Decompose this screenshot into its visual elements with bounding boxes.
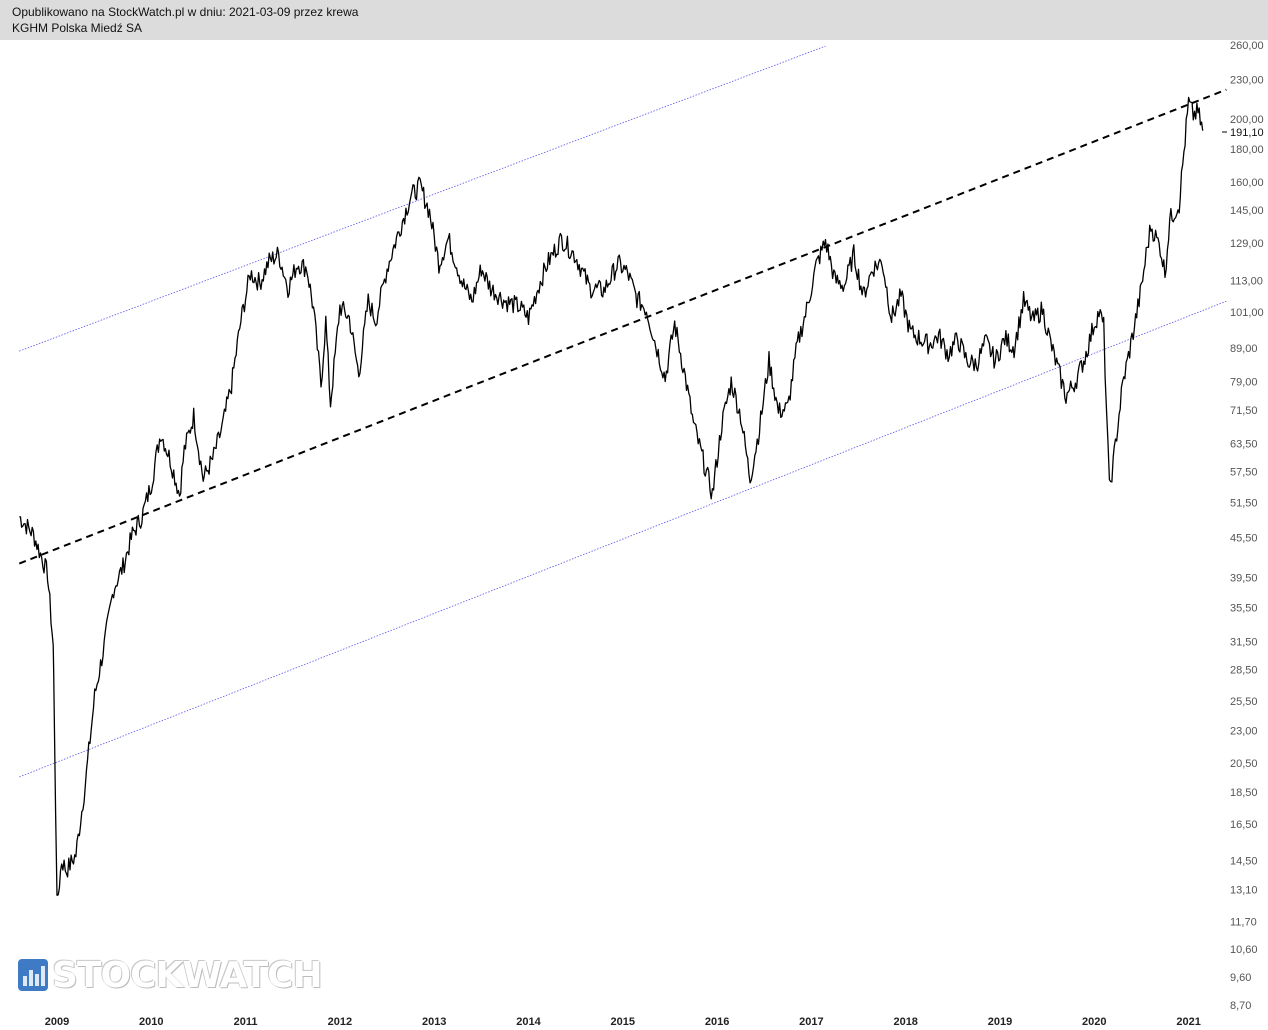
y-tick-label: 45,50 — [1230, 533, 1258, 545]
y-tick-label: 79,00 — [1230, 377, 1258, 389]
y-tick-label: 51,50 — [1230, 498, 1258, 510]
channel-upper-trendline — [19, 45, 826, 352]
dashed-trendline — [18, 88, 1227, 565]
y-tick-label: 11,70 — [1230, 916, 1257, 928]
x-tick-label: 2021 — [1176, 1016, 1200, 1028]
y-tick-label: 13,10 — [1230, 884, 1258, 896]
y-tick-label: 9,60 — [1230, 972, 1251, 984]
y-tick-label: 20,50 — [1230, 758, 1258, 770]
y-tick-label: 145,00 — [1230, 205, 1264, 217]
stockwatch-logo: STOCKWATCH — [18, 954, 323, 996]
y-tick-label: 8,70 — [1230, 1000, 1251, 1012]
y-tick-label: 230,00 — [1230, 75, 1264, 87]
x-tick-label: 2015 — [611, 1016, 635, 1028]
last-value-label: 191,10 — [1230, 127, 1264, 139]
instrument-name: KGHM Polska Miedź SA — [12, 21, 143, 35]
watermark-text: STOCKWATCH — [52, 954, 323, 996]
y-tick-label: 39,50 — [1230, 572, 1258, 584]
price-line — [19, 96, 1204, 896]
x-tick-label: 2012 — [328, 1016, 352, 1028]
y-tick-label: 14,50 — [1230, 856, 1258, 868]
y-tick-label: 113,00 — [1230, 275, 1263, 287]
y-tick-label: 260,00 — [1230, 40, 1264, 52]
x-tick-label: 2011 — [234, 1016, 258, 1028]
dashed-trendline-group — [18, 88, 1227, 565]
y-tick-label: 35,50 — [1230, 603, 1258, 615]
y-tick-label: 25,50 — [1230, 696, 1258, 708]
bar-chart-icon — [18, 959, 48, 991]
y-tick-label: 31,50 — [1230, 636, 1258, 648]
price-series — [19, 96, 1204, 896]
x-tick-label: 2013 — [422, 1016, 446, 1028]
y-tick-label: 18,50 — [1230, 787, 1258, 799]
y-tick-label: 71,50 — [1230, 405, 1258, 417]
y-axis: 260,00 230,00 200,00 180,00 160,00 145,00 129,… — [1222, 40, 1264, 1012]
y-tick-label: 200,00 — [1230, 114, 1264, 126]
y-tick-label: 23,00 — [1230, 725, 1258, 737]
y-tick-label: 28,50 — [1230, 665, 1258, 677]
publication-info: Opublikowano na StockWatch.pl w dniu: 20… — [12, 5, 359, 19]
y-tick-label: 16,50 — [1230, 819, 1258, 831]
y-tick-label: 101,00 — [1230, 307, 1264, 319]
y-tick-label: 63,50 — [1230, 438, 1258, 450]
x-tick-label: 2019 — [988, 1016, 1012, 1028]
x-tick-label: 2014 — [516, 1016, 541, 1028]
x-tick-label: 2010 — [139, 1016, 163, 1028]
y-tick-label: 10,60 — [1230, 944, 1258, 956]
y-tick-label: 89,00 — [1230, 343, 1258, 355]
x-axis: 2009 2010 2011 2012 2013 2014 2015 2016 2017 2018… — [45, 1016, 1201, 1028]
x-tick-label: 2016 — [705, 1016, 729, 1028]
y-tick-label: 129,00 — [1230, 238, 1264, 250]
x-tick-label: 2017 — [799, 1016, 823, 1028]
x-tick-label: 2020 — [1082, 1016, 1106, 1028]
y-tick-label: 180,00 — [1230, 144, 1264, 156]
y-tick-label: 160,00 — [1230, 177, 1264, 189]
y-tick-label: 57,50 — [1230, 466, 1258, 478]
chart-header: Opublikowano na StockWatch.pl w dniu: 20… — [0, 0, 1268, 40]
channel-lines — [19, 45, 1227, 778]
x-tick-label: 2009 — [45, 1016, 69, 1028]
x-tick-label: 2018 — [893, 1016, 917, 1028]
channel-lower-trendline — [19, 300, 1227, 778]
